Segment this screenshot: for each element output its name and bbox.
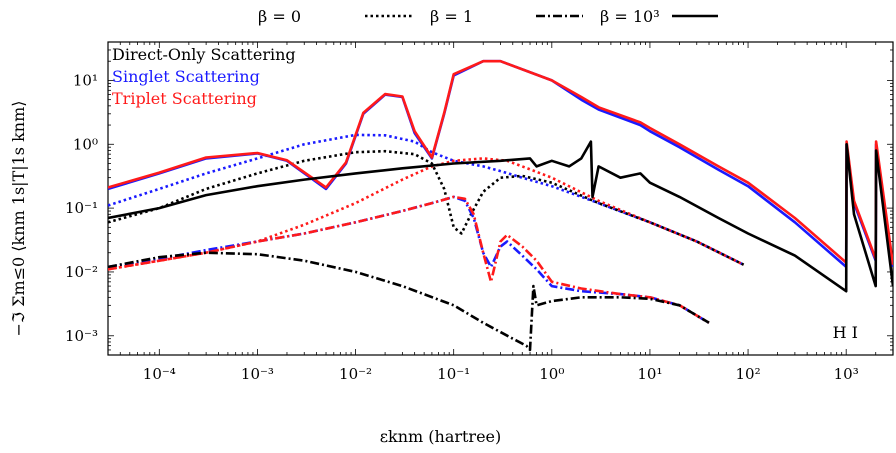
y-tick-label: 10⁻¹ <box>65 199 98 217</box>
y-tick-label: 10⁰ <box>73 135 98 153</box>
series-line-dotted-0 <box>108 133 745 266</box>
x-tick-label: 10⁻⁴ <box>143 365 176 383</box>
color-legend: Direct-Only Scattering Singlet Scattering… <box>112 45 296 108</box>
x-tick-label: 10⁻³ <box>241 365 274 383</box>
x-tick-label: 10² <box>736 365 761 383</box>
style-legend-label: β = 0 <box>258 7 301 26</box>
annotation-label: H I <box>833 323 858 342</box>
style-legend-label: β = 1 <box>430 7 473 26</box>
series-line-dashdot-5 <box>108 251 710 352</box>
x-tick-label: 10⁰ <box>539 365 564 383</box>
series-line-dotted-1 <box>108 157 745 271</box>
y-tick-label: 10⁻³ <box>65 327 98 345</box>
x-axis-label: εknm (hartree) <box>380 427 502 446</box>
color-legend-label: Singlet Scattering <box>112 67 260 86</box>
color-legend-label: Triplet Scattering <box>112 89 257 108</box>
series-line-dashdot-3 <box>108 195 710 324</box>
y-tick-labels: 10⁻³ 10⁻² 10⁻¹ 10⁰ 10¹ <box>65 71 98 344</box>
style-legend: β = 0 β = 1 β = 10³ <box>258 7 718 26</box>
color-legend-label: Direct-Only Scattering <box>112 45 296 64</box>
x-tick-label: 10⁻¹ <box>437 365 470 383</box>
x-tick-label: 10⁻² <box>339 365 372 383</box>
x-tick-labels: 10⁻⁴ 10⁻³ 10⁻² 10⁻¹ 10⁰ 10¹ 10² 10³ <box>143 365 859 383</box>
style-legend-label: β = 10³ <box>600 7 660 26</box>
series-layer <box>108 59 893 352</box>
series-line-dashdot-4 <box>108 195 710 324</box>
x-tick-label: 10³ <box>834 365 859 383</box>
tick-marks <box>107 41 894 356</box>
series-line-solid-8 <box>108 140 893 293</box>
y-tick-label: 10⁻² <box>65 263 98 281</box>
y-axis-label: −ℑ Σm≤0 ⟨knm 1s|T|1s knm⟩ <box>9 100 28 336</box>
y-tick-label: 10¹ <box>73 71 98 89</box>
x-tick-label: 10¹ <box>637 365 662 383</box>
